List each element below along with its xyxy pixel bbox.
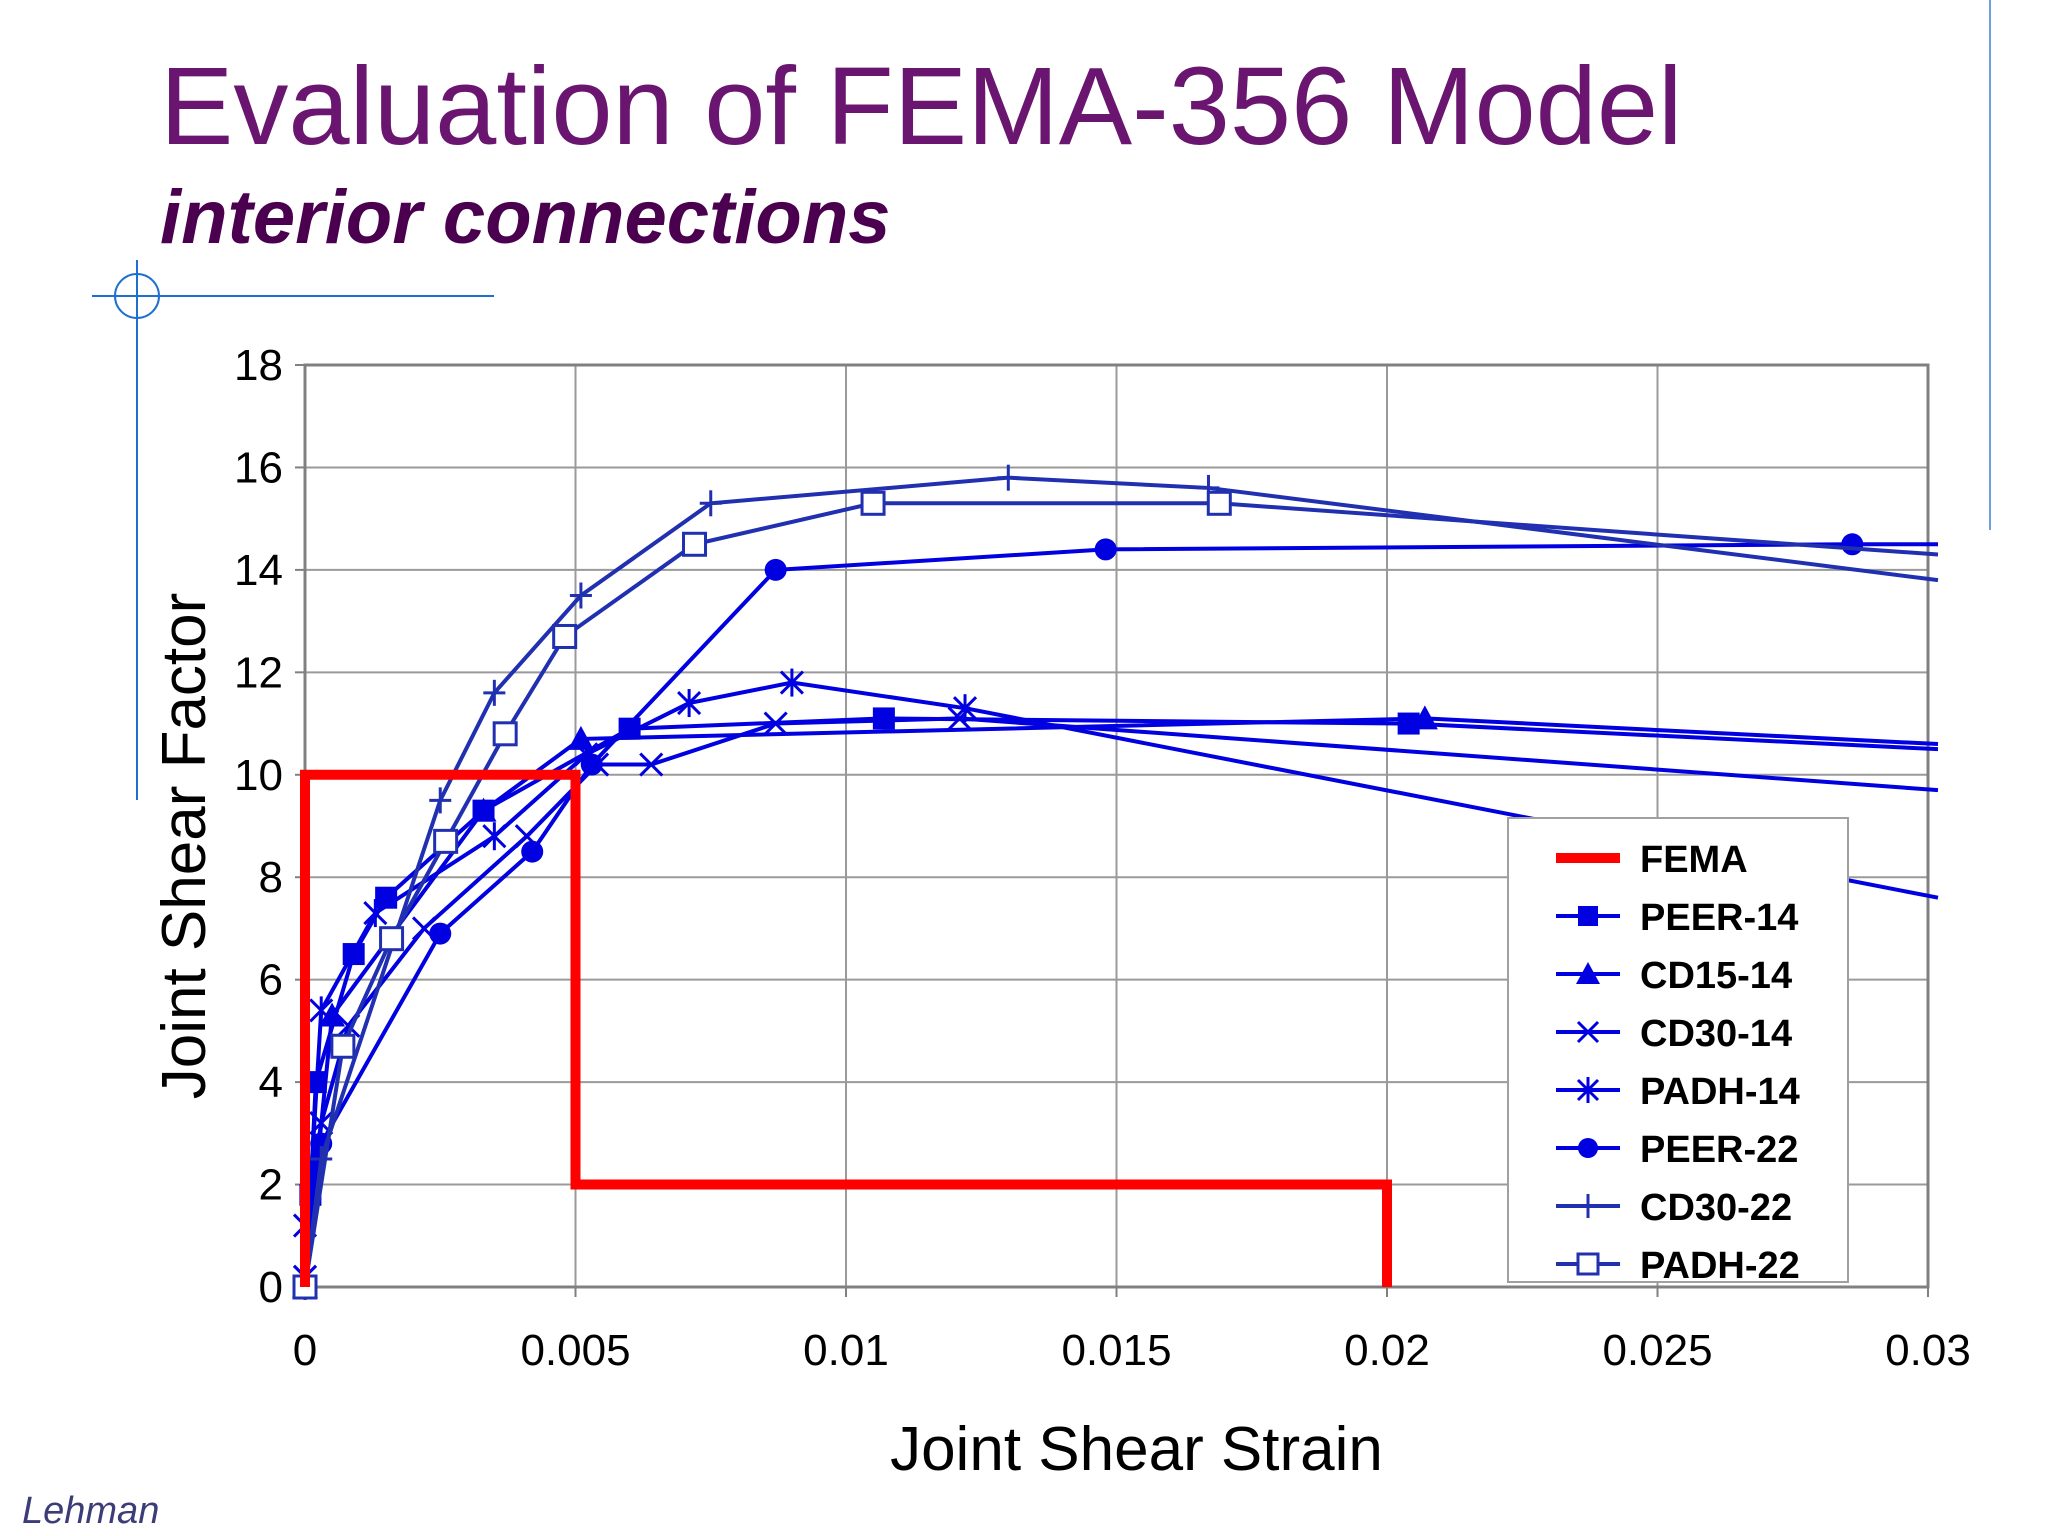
legend-entry-peer-14: PEER-14 [1556,897,1798,939]
data-point-padh-14 [363,899,388,928]
legend-label: PEER-14 [1640,897,1798,939]
legend: FEMA PEER-14 CD15-14 CD30-14 PADH-14 PEER-22 C… [1507,817,1849,1287]
data-point-padh-22 [492,721,518,747]
y-tick-label: 12 [234,648,283,697]
data-point-padh-14 [677,689,702,718]
legend-entry-cd15-14: CD15-14 [1556,955,1792,997]
data-point-cd30-22 [429,787,452,814]
x-axis-label: Joint Shear Strain [890,1415,1383,1484]
legend-label: CD30-22 [1640,1187,1792,1229]
data-point-padh-22 [682,531,708,557]
data-point-padh-22 [433,828,459,854]
data-point-cd30-22 [310,1145,333,1172]
legend-entry-cd30-14: CD30-14 [1556,1013,1792,1055]
data-point-cd15-14 [1411,705,1438,730]
y-tick-label: 18 [234,341,283,390]
data-point-peer-22 [429,922,452,945]
legend-marker [1578,1194,1598,1218]
data-point-padh-22 [1206,490,1232,516]
data-point-peer-22 [521,840,544,863]
data-point-peer-22 [1841,533,1864,556]
y-tick-label: 14 [234,546,283,595]
data-point-cd15-14 [319,1002,346,1027]
x-tick-label: 0.02 [1344,1326,1430,1375]
data-point-cd30-22 [997,464,1020,491]
legend-marker [1578,1138,1598,1158]
data-point-peer-22 [764,558,787,581]
data-point-peer-22 [580,753,603,776]
legend-entry-padh-22: PADH-22 [1556,1245,1800,1287]
legend-label: CD30-14 [1640,1013,1792,1055]
data-point-cd30-14 [763,711,788,736]
series-line-padh-22 [303,501,1939,1288]
data-point-cd30-22 [483,679,506,706]
legend-entry-peer-22: PEER-22 [1556,1129,1798,1171]
legend-label: PADH-22 [1640,1245,1800,1287]
y-tick-label: 4 [259,1058,283,1107]
y-tick-label: 2 [259,1161,283,1210]
data-point-cd30-22 [699,490,722,517]
series-line-fema [300,769,1392,1287]
legend-entry-fema: FEMA [1556,839,1748,881]
legend-marker [1576,1077,1600,1103]
slide-title: Evaluation of FEMA-356 Model [160,45,1683,168]
x-tick-label: 0 [293,1326,317,1375]
data-point-padh-22 [379,926,405,952]
data-point-cd15-14 [470,797,497,822]
x-tick-label: 0.025 [1602,1326,1712,1375]
data-point-cd30-14 [639,752,664,777]
legend-marker [1576,1252,1600,1276]
data-point-padh-14 [952,694,978,723]
author-credit: Lehman [22,1490,160,1532]
data-point-peer-22 [1094,538,1117,561]
y-tick-label: 0 [259,1263,283,1312]
y-axis-label: Joint Shear Factor [150,593,219,1100]
data-point-cd30-22 [569,582,592,609]
y-tick-label: 6 [259,956,283,1005]
data-point-peer-14 [872,707,895,730]
series-padh-22 [292,490,1939,1300]
legend-label: CD15-14 [1640,955,1792,997]
y-tick-label: 16 [234,443,283,492]
slide-subtitle: interior connections [160,175,891,260]
data-point-padh-14 [482,822,507,851]
x-tick-label: 0.005 [520,1326,630,1375]
legend-label: PEER-22 [1640,1129,1798,1171]
y-tick-label: 8 [259,853,283,902]
series-fema [300,769,1392,1287]
x-tick-label: 0.03 [1885,1326,1971,1375]
x-tick-label: 0.015 [1061,1326,1171,1375]
data-series [292,464,1939,1300]
legend-label: PADH-14 [1640,1071,1800,1113]
data-point-padh-22 [860,490,886,516]
legend-label: FEMA [1640,839,1748,881]
legend-entry-cd30-22: CD30-22 [1556,1187,1792,1229]
data-point-padh-14 [309,996,334,1025]
x-tick-label: 0.01 [803,1326,889,1375]
legend-entry-padh-14: PADH-14 [1556,1071,1800,1113]
data-point-padh-22 [330,1033,356,1059]
axis-ticks: 0 0.005 0.01 0.015 0.02 0.025 0.03 0 2 4 6 8 10 12 14 1… [234,341,1971,1375]
data-point-padh-14 [779,668,804,697]
y-tick-label: 10 [234,751,283,800]
legend-marker [1578,906,1598,926]
legend-marker [1576,962,1600,984]
data-point-padh-22 [552,623,578,649]
legend-marker [1576,1020,1600,1044]
